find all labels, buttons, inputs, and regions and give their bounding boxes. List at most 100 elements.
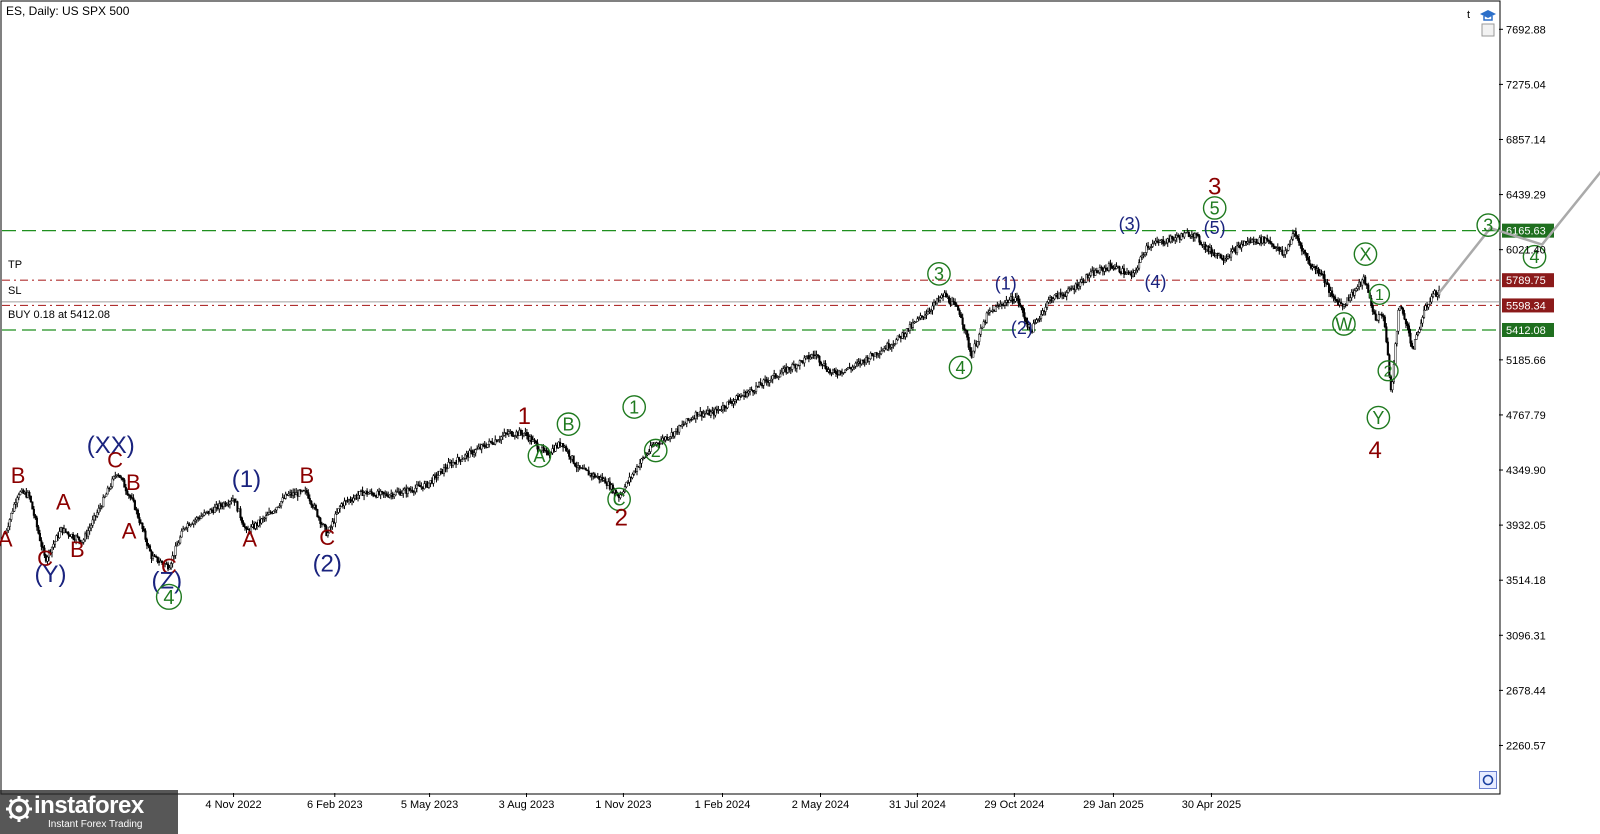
candle-body bbox=[1196, 233, 1199, 237]
wave-label-W: W bbox=[1332, 312, 1356, 336]
candle-body bbox=[926, 311, 930, 315]
one-click-trading-icon[interactable] bbox=[1479, 771, 1497, 789]
candle-body bbox=[632, 470, 636, 475]
wave-label-circle bbox=[1522, 244, 1547, 269]
candle-body bbox=[834, 371, 838, 374]
candle-body bbox=[932, 302, 936, 307]
level-entry-tag bbox=[1502, 322, 1554, 337]
wave-label-circle bbox=[527, 443, 552, 468]
candle-body bbox=[491, 441, 494, 445]
candle-body bbox=[795, 364, 798, 369]
svg-text:(XX): (XX) bbox=[87, 432, 135, 459]
candle-body bbox=[1278, 246, 1281, 252]
candle-body bbox=[1299, 242, 1302, 246]
candle-body bbox=[1364, 276, 1367, 285]
candle-body bbox=[156, 556, 159, 563]
candle-body bbox=[1287, 244, 1290, 251]
trading-cap-icon[interactable] bbox=[1478, 7, 1498, 37]
candle-body bbox=[619, 494, 622, 498]
wave-label-circle bbox=[1476, 213, 1501, 237]
candle-body bbox=[4, 533, 7, 535]
candle-body bbox=[1107, 263, 1110, 271]
candle-body bbox=[1300, 245, 1303, 252]
candle-body bbox=[777, 376, 780, 378]
candle-body bbox=[1385, 326, 1388, 343]
candle-body bbox=[343, 500, 346, 506]
candle-body bbox=[690, 419, 693, 421]
candle-body bbox=[786, 367, 789, 373]
wave-label-circle bbox=[1202, 196, 1227, 220]
candle-body bbox=[1288, 243, 1291, 246]
price-tick-label: 3514.18 bbox=[1506, 575, 1546, 587]
candle-body bbox=[574, 463, 577, 467]
wave-label-3: 3 bbox=[927, 262, 951, 286]
wave-label-A: A bbox=[242, 526, 257, 551]
candle-body bbox=[923, 314, 927, 318]
candle-body bbox=[622, 491, 625, 494]
candle-body bbox=[142, 528, 145, 532]
candle-body bbox=[851, 366, 854, 370]
svg-text:A: A bbox=[56, 490, 71, 515]
candle-body bbox=[468, 450, 471, 458]
wave-labels: ABC(Y)AB(XX)CBAC(Z)4(1)ABC(2)1ABC21234(1… bbox=[0, 173, 1547, 610]
time-axis[interactable]: 4 Nov 2022 6 Feb 2023 5 May 2023 3 Aug 2023… bbox=[205, 793, 1241, 811]
candle-body bbox=[124, 487, 127, 492]
svg-text:1: 1 bbox=[518, 403, 531, 430]
candle-body bbox=[587, 470, 590, 476]
wave-label-C: C bbox=[607, 487, 631, 512]
candle-body bbox=[981, 326, 984, 329]
candle-body bbox=[17, 494, 20, 498]
candle-body bbox=[1436, 294, 1439, 297]
candle-body bbox=[929, 309, 933, 312]
candle-body bbox=[869, 353, 872, 359]
date-tick-label: 31 Jul 2024 bbox=[889, 799, 946, 811]
candle-body bbox=[67, 532, 70, 536]
candle-body bbox=[239, 508, 242, 519]
candle-body bbox=[456, 457, 459, 465]
candle-body bbox=[684, 423, 687, 425]
wave-label-4: 4 bbox=[1368, 437, 1381, 464]
svg-text:3: 3 bbox=[934, 264, 944, 284]
candle-body bbox=[78, 536, 81, 541]
price-axis[interactable]: 7692.88 7275.04 6857.14 6439.29 6021.40 5185.… bbox=[1499, 24, 1546, 752]
svg-text:C: C bbox=[107, 447, 123, 472]
candle-body bbox=[1177, 235, 1180, 238]
tp-label: TP bbox=[8, 259, 23, 271]
wave-label-A: A bbox=[56, 490, 71, 515]
candle-body bbox=[486, 443, 489, 448]
candle-body bbox=[844, 369, 847, 373]
wave-label-circle bbox=[1368, 283, 1391, 305]
candle-body bbox=[780, 371, 783, 375]
candle-body bbox=[1349, 297, 1352, 301]
candle-body bbox=[1382, 315, 1385, 318]
candle-body bbox=[480, 444, 483, 450]
candle-body bbox=[349, 499, 352, 501]
candle-body bbox=[81, 541, 84, 544]
candle-body bbox=[892, 344, 895, 346]
candle-body bbox=[400, 493, 403, 496]
wave-label-C: C bbox=[319, 525, 335, 550]
candle-body bbox=[1403, 313, 1406, 320]
candle-body bbox=[960, 314, 963, 319]
candle-body bbox=[1269, 240, 1272, 244]
candle-body bbox=[626, 481, 629, 484]
wave-label-B: B bbox=[556, 412, 581, 437]
candle-body bbox=[1079, 281, 1082, 287]
candle-body bbox=[972, 350, 975, 358]
candle-body bbox=[1047, 299, 1050, 303]
candle-body bbox=[1139, 256, 1142, 263]
candle-body bbox=[307, 492, 310, 499]
candle-body bbox=[102, 497, 105, 507]
candle-body bbox=[209, 509, 212, 514]
trade-toggle[interactable]: t bbox=[1467, 9, 1471, 21]
wave-label-circle bbox=[1353, 242, 1378, 266]
candle-body bbox=[513, 435, 516, 437]
candle-body bbox=[755, 385, 758, 392]
candle-body bbox=[230, 500, 233, 502]
candle-body bbox=[854, 363, 857, 367]
candle-body bbox=[7, 526, 10, 531]
candle-body bbox=[52, 543, 55, 548]
candle-body bbox=[1407, 325, 1411, 334]
candle-body bbox=[750, 388, 753, 391]
